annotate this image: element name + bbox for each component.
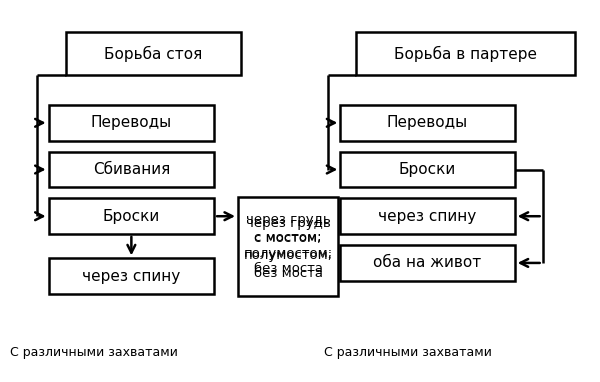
Text: Сбивания: Сбивания	[93, 162, 170, 177]
Bar	[238, 197, 338, 296]
Text: через грудь
с мостом;
полумостом;
без моста: через грудь с мостом; полумостом; без мо…	[244, 217, 333, 275]
Text: Броски: Броски	[399, 162, 456, 177]
Text: Переводы: Переводы	[387, 115, 468, 130]
Bar	[340, 199, 515, 234]
Text: через спину: через спину	[82, 269, 181, 283]
Bar	[340, 152, 515, 187]
Text: Броски: Броски	[103, 209, 160, 224]
Text: С различными захватами: С различными захватами	[10, 346, 178, 359]
Bar	[356, 32, 575, 75]
Text: Борьба стоя: Борьба стоя	[104, 45, 203, 62]
Bar	[49, 258, 214, 294]
Bar	[49, 152, 214, 187]
Bar	[49, 199, 214, 234]
Text: Борьба в партере: Борьба в партере	[394, 45, 537, 62]
Text: через спину: через спину	[379, 209, 476, 224]
Text: Переводы: Переводы	[91, 115, 172, 130]
Bar	[340, 105, 515, 141]
Text: оба на живот: оба на живот	[373, 256, 482, 270]
Bar	[66, 32, 241, 75]
Bar	[340, 245, 515, 281]
Bar	[49, 105, 214, 141]
Text: С различными захватами: С различными захватами	[323, 346, 491, 359]
Text: через грудь
с мостом;
полумостом;
без моста: через грудь с мостом; полумостом; без мо…	[244, 213, 333, 280]
